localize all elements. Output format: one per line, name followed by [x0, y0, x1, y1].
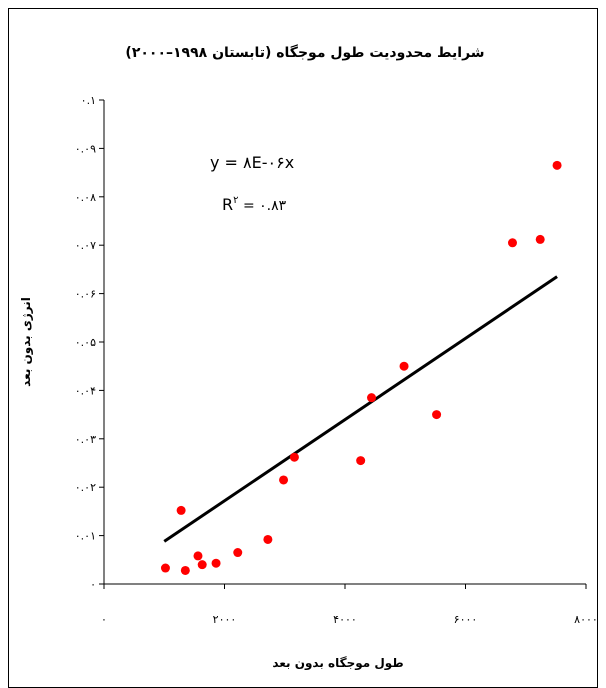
data-point: [367, 393, 377, 403]
data-point: [507, 238, 517, 248]
r-squared-value: = ۰.۸۳: [239, 198, 287, 214]
data-point: [180, 565, 190, 575]
x-tick-label: ۸۰۰۰: [574, 613, 598, 626]
data-points: [160, 160, 562, 575]
data-point: [263, 534, 273, 544]
r-squared-label: R۲ = ۰.۸۳: [222, 195, 287, 214]
chart-title: شرایط محدودیت طول موجگاه (تابستان ۱۹۹۸–۲…: [125, 44, 484, 61]
x-tick-label: ۲۰۰۰: [213, 613, 237, 626]
y-ticks: ۰ ۰.۰۱ ۰.۰۲ ۰.۰۳ ۰.۰۴ ۰.۰۵ ۰.۰۶ ۰.۰۷ ۰.۰۸ ۰.۰۹ ۰.۱: [75, 94, 104, 591]
x-axis-label: طول موجگاه بدون بعد: [272, 656, 403, 671]
data-point: [289, 452, 299, 462]
x-tick-label: ۰: [101, 613, 107, 626]
data-point: [197, 560, 207, 570]
data-point: [211, 558, 221, 568]
data-point: [233, 548, 243, 558]
data-point: [193, 551, 203, 561]
data-point: [176, 505, 186, 515]
data-point: [535, 234, 545, 244]
y-tick-label: ۰.۰۵: [75, 336, 96, 349]
r-squared-prefix: R: [222, 195, 233, 214]
data-point: [356, 456, 366, 466]
y-tick-label: ۰.۰۲: [75, 481, 96, 494]
x-tick-label: ۶۰۰۰: [454, 613, 478, 626]
trendline-group: [163, 275, 558, 543]
y-tick-label: ۰.۰۴: [75, 384, 96, 397]
trendline: [163, 275, 558, 543]
y-axis-label: انرژی بدون بعد: [19, 297, 34, 387]
x-tick-label: ۴۰۰۰: [333, 613, 357, 626]
x-ticks: ۰ ۲۰۰۰ ۴۰۰۰ ۶۰۰۰ ۸۰۰۰: [101, 584, 598, 626]
trendline-equation: y = ۸E-۰۶x: [210, 153, 294, 172]
y-tick-label: ۰: [90, 578, 96, 591]
y-tick-label: ۰.۰۸: [75, 191, 96, 204]
y-tick-label: ۰.۰۳: [75, 433, 96, 446]
data-point: [160, 563, 170, 573]
y-tick-label: ۰.۱: [81, 94, 96, 107]
r-squared-superscript: ۲: [233, 195, 238, 206]
y-tick-label: ۰.۰۶: [75, 288, 96, 301]
data-point: [552, 160, 562, 170]
data-point: [399, 361, 409, 371]
data-point: [279, 475, 289, 485]
y-tick-label: ۰.۰۷: [75, 239, 96, 252]
data-point: [432, 410, 442, 420]
y-tick-label: ۰.۰۱: [75, 530, 96, 543]
y-tick-label: ۰.۰۹: [75, 142, 96, 155]
